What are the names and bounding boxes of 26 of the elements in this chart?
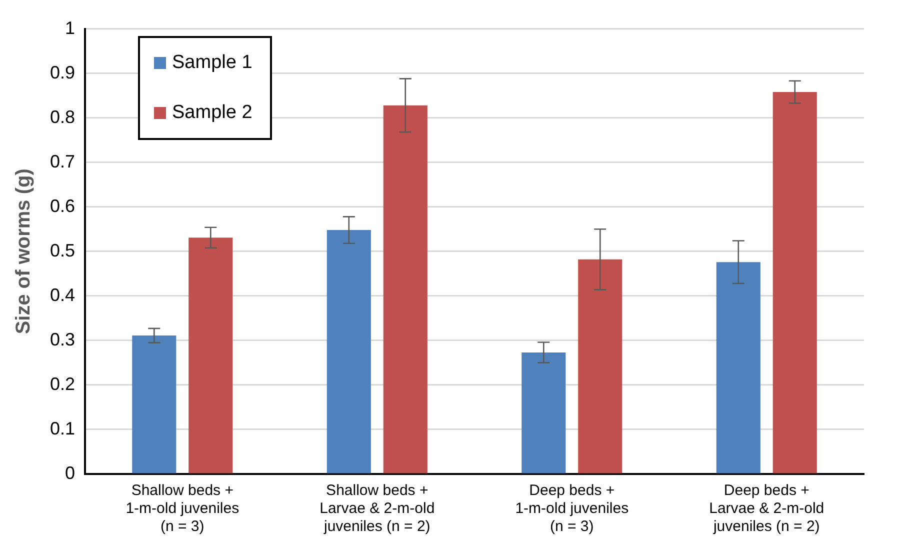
x-tick-label: Deep beds + 1-m-old juveniles (n = 3) (515, 482, 629, 536)
bar (772, 92, 817, 474)
bar (132, 336, 176, 474)
y-tick-label: 0 (65, 462, 76, 483)
y-tick-label: 0.8 (50, 106, 76, 127)
bar (326, 230, 371, 474)
bar (522, 352, 566, 474)
y-tick-label: 0.7 (50, 151, 76, 172)
legend-label: Sample 2 (172, 102, 252, 124)
x-tick-label: Deep beds + Larvae & 2-m-old juveniles (n = 2) (709, 482, 824, 536)
bar (578, 259, 622, 474)
bar (188, 238, 233, 474)
y-tick-label: 0.5 (50, 240, 76, 260)
y-tick-label: 0.2 (50, 374, 76, 394)
y-tick-label: 0.6 (50, 196, 76, 216)
legend-label: Sample 1 (172, 52, 252, 74)
y-tick-label: 0.3 (50, 329, 76, 350)
x-tick-label: Shallow beds + 1-m-old juveniles (n = 3) (126, 482, 240, 536)
x-tick-label: Shallow beds + Larvae & 2-m-old juveniles (n = 2) (320, 482, 435, 536)
bar (383, 105, 428, 474)
y-tick-label: 0.1 (50, 418, 76, 438)
y-tick-label: 1 (65, 18, 76, 38)
bar (716, 262, 760, 474)
y-axis-title: Size of worms (g) (12, 168, 35, 334)
y-tick-label: 0.9 (50, 62, 76, 82)
y-tick-label: 0.4 (50, 284, 76, 305)
